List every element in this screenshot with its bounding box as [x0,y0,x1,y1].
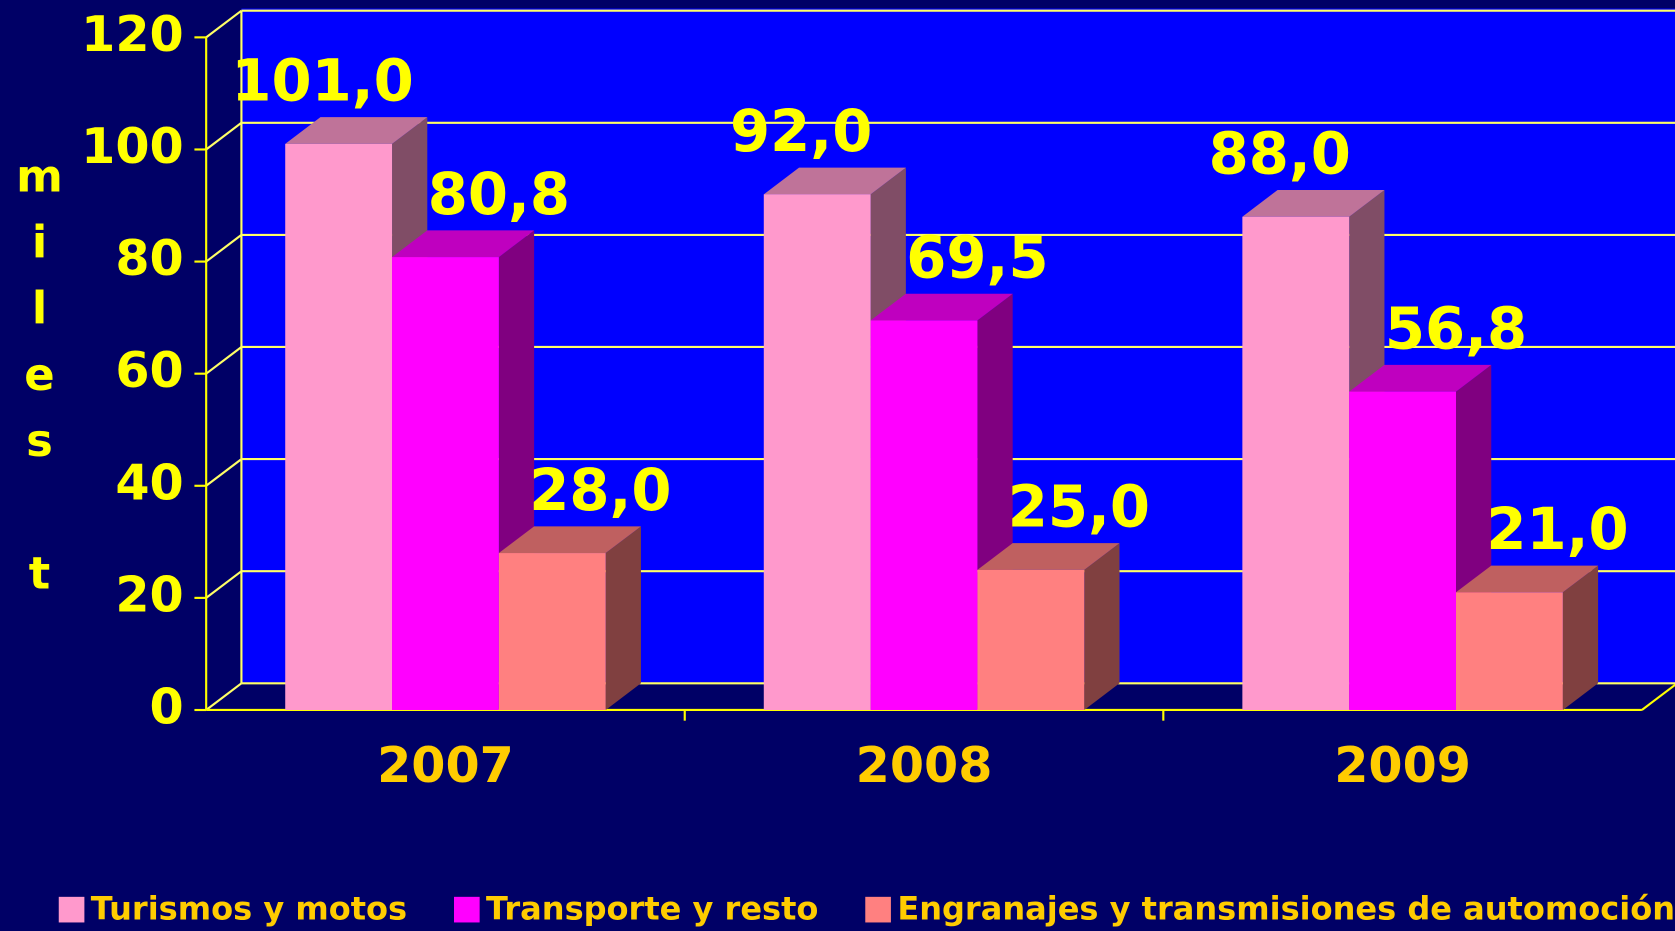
y-tick-label: 60 [115,341,183,399]
bar-front [763,194,871,710]
grid-line-side [205,234,243,263]
legend-label: Engranajes y transmisiones de automoción [897,890,1675,928]
data-label: 92,0 [730,97,872,165]
legend-swatch [58,896,85,923]
bar-side [605,526,641,710]
data-label: 56,8 [1385,295,1527,363]
bar-side [1562,565,1599,710]
legend-label: Turismos y motos [91,890,407,928]
bar-front [1456,592,1563,710]
bar [1456,565,1599,710]
bar-top [1242,190,1385,217]
data-label: 21,0 [1486,495,1628,563]
bar-front [392,257,499,710]
bar-top [1349,364,1492,392]
bar-top [870,293,1013,321]
bar-top [392,230,535,258]
grid-line-side [205,9,243,39]
floor-right [1641,683,1675,711]
grid-line-side [205,682,243,711]
y-tick-label: 80 [115,229,183,287]
data-label: 28,0 [529,456,671,524]
grid-line-side [205,346,243,375]
data-label: 25,0 [1008,473,1150,541]
bar-front [498,553,606,710]
y-tick-label: 40 [115,453,183,511]
legend-label: Transporte y resto [486,890,818,928]
y-tick-label: 0 [150,678,184,736]
bar-top [1456,565,1599,593]
bar [870,293,1013,710]
grid-line-side [205,570,243,599]
x-tick-label: 2008 [856,736,993,794]
bar-top [763,167,906,195]
data-label: 80,8 [428,160,570,228]
x-tick-label: 2009 [1334,736,1471,794]
legend-swatch [865,896,891,923]
grid-line-side [205,458,243,487]
grid-line-side [205,121,243,151]
bar-front [870,320,978,710]
x-tick-label: 2007 [377,736,514,794]
bar-front [977,569,1085,710]
y-tick-label: 20 [115,565,183,623]
bar-top [977,543,1120,570]
data-label: 69,5 [906,223,1048,291]
bar [498,526,641,710]
y-tick-label: 120 [81,5,184,63]
bar-front [285,143,393,710]
bar-side [1084,543,1120,710]
bar-front [1242,216,1350,710]
y-tick-label: 100 [81,117,184,175]
bar [977,543,1120,710]
bar-front [1349,391,1457,710]
data-label: 88,0 [1209,120,1351,188]
bar-top [285,117,428,144]
data-label: 101,0 [231,47,413,115]
legend-swatch [454,896,480,923]
bar-top [498,526,641,554]
